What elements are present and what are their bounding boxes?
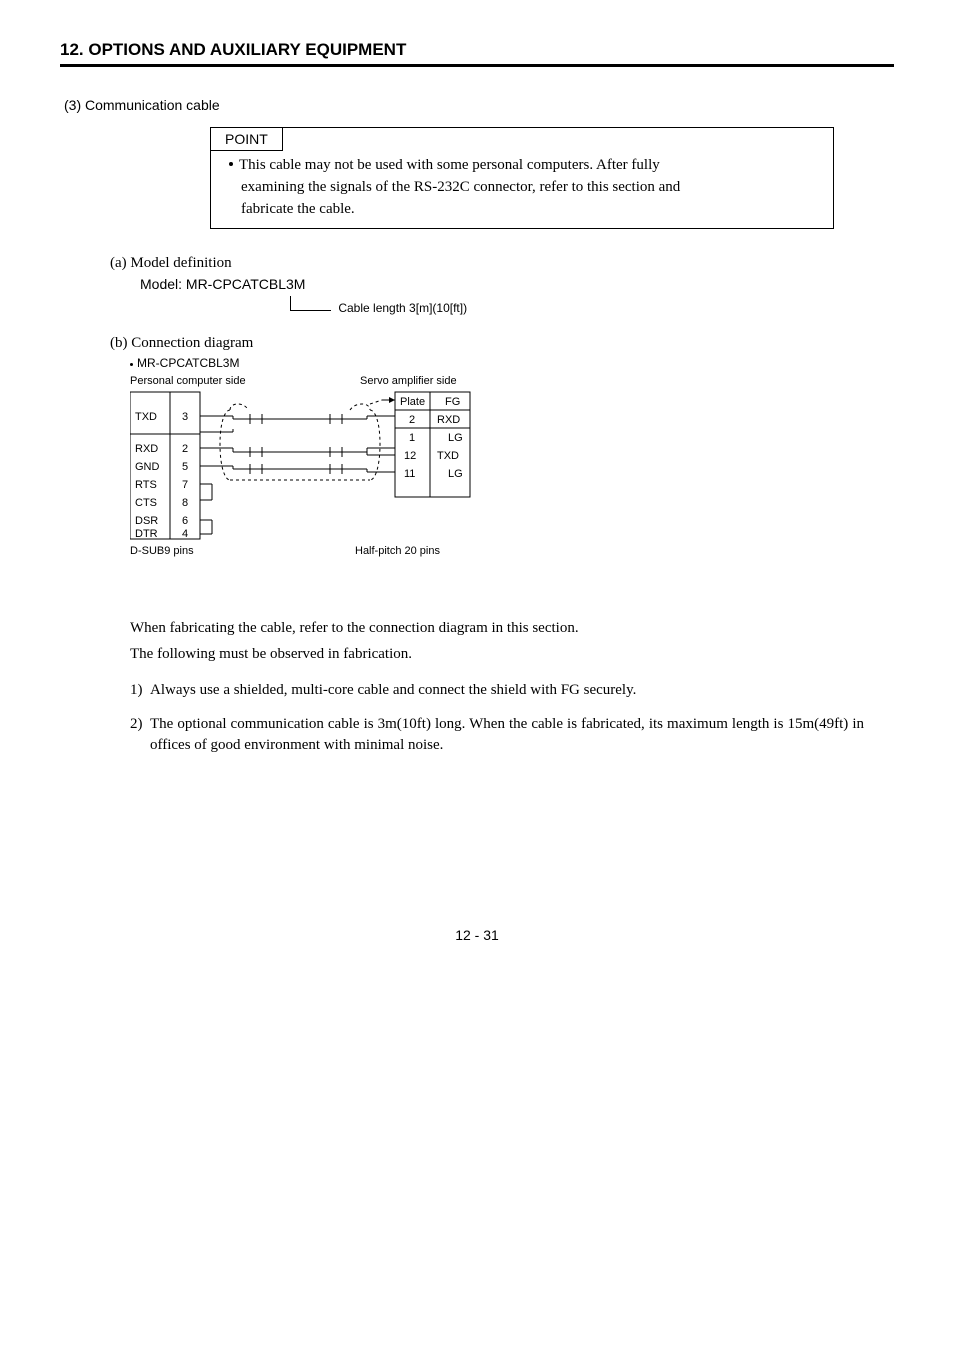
point-line-2: examining the signals of the RS-232C con…: [241, 179, 680, 195]
diagram-svg-wrap: .t { font-family: Arial, sans-serif; fon…: [130, 372, 894, 592]
right-header: Servo amplifier side: [360, 375, 457, 387]
right-signal-labels: FG RXD LG TXD LG: [437, 396, 463, 480]
svg-text:2: 2: [182, 443, 188, 455]
list-text: The optional communication cable is 3m(1…: [150, 714, 864, 758]
svg-text:RXD: RXD: [135, 443, 158, 455]
point-tab: POINT: [211, 128, 283, 151]
diagram-mr-label: MR-CPCATCBL3M: [130, 356, 894, 370]
right-footer: Half-pitch 20 pins: [355, 545, 440, 557]
svg-text:RXD: RXD: [437, 414, 460, 426]
svg-text:5: 5: [182, 461, 188, 473]
svg-text:1: 1: [409, 432, 415, 444]
body-paragraphs: When fabricating the cable, refer to the…: [130, 618, 854, 666]
wiring-diagram-svg: .t { font-family: Arial, sans-serif; fon…: [130, 372, 510, 587]
svg-text:TXD: TXD: [135, 411, 157, 423]
svg-text:CTS: CTS: [135, 497, 157, 509]
point-line-3: fabricate the cable.: [241, 201, 355, 217]
list-number: 2): [130, 714, 150, 758]
list-text: Always use a shielded, multi-core cable …: [150, 680, 864, 702]
paragraph-2: The following must be observed in fabric…: [130, 644, 854, 666]
svg-text:11: 11: [404, 468, 415, 480]
svg-text:LG: LG: [448, 432, 463, 444]
svg-text:FG: FG: [445, 396, 460, 408]
right-pin-numbers: Plate 2 1 12 11: [400, 396, 425, 480]
left-footer: D-SUB9 pins: [130, 545, 194, 557]
svg-text:7: 7: [182, 479, 188, 491]
cable-length-callout: Cable length 3[m](10[ft]): [290, 296, 894, 311]
paragraph-1: When fabricating the cable, refer to the…: [130, 618, 854, 640]
svg-text:GND: GND: [135, 461, 160, 473]
svg-text:DSR: DSR: [135, 515, 158, 527]
bracket-icon: [290, 296, 331, 311]
numbered-list: 1) Always use a shielded, multi-core cab…: [130, 680, 864, 757]
point-content: This cable may not be used with some per…: [211, 151, 833, 228]
svg-text:RTS: RTS: [135, 479, 157, 491]
svg-text:2: 2: [409, 414, 415, 426]
subsection-heading: (3) Communication cable: [64, 97, 894, 113]
list-number: 1): [130, 680, 150, 702]
list-item: 1) Always use a shielded, multi-core cab…: [130, 680, 864, 702]
list-item: 2) The optional communication cable is 3…: [130, 714, 864, 758]
svg-text:3: 3: [182, 411, 188, 423]
left-signal-labels: TXD RXD GND RTS CTS DSR DTR: [135, 411, 160, 540]
left-header: Personal computer side: [130, 375, 246, 387]
page-number: 12 - 31: [60, 927, 894, 943]
point-box: POINT This cable may not be used with so…: [210, 127, 834, 229]
svg-text:Plate: Plate: [400, 396, 425, 408]
svg-text:4: 4: [182, 528, 188, 540]
model-line: Model: MR-CPCATCBL3M: [140, 276, 894, 292]
model-definition-heading: (a) Model definition: [110, 255, 894, 272]
svg-text:TXD: TXD: [437, 450, 459, 462]
connection-diagram-heading: (b) Connection diagram: [110, 335, 894, 352]
point-line-1: This cable may not be used with some per…: [239, 157, 660, 173]
svg-text:DTR: DTR: [135, 528, 158, 540]
svg-text:6: 6: [182, 515, 188, 527]
bullet-icon: [229, 162, 233, 166]
cable-length-label: Cable length 3[m](10[ft]): [338, 301, 467, 315]
svg-text:12: 12: [404, 450, 416, 462]
svg-text:8: 8: [182, 497, 188, 509]
svg-text:LG: LG: [448, 468, 463, 480]
left-pin-numbers: 3 2 5 7 8 6 4: [182, 411, 188, 540]
section-title: 12. OPTIONS AND AUXILIARY EQUIPMENT: [60, 40, 894, 67]
connection-diagram: MR-CPCATCBL3M .t { font-family: Arial, s…: [130, 356, 894, 592]
